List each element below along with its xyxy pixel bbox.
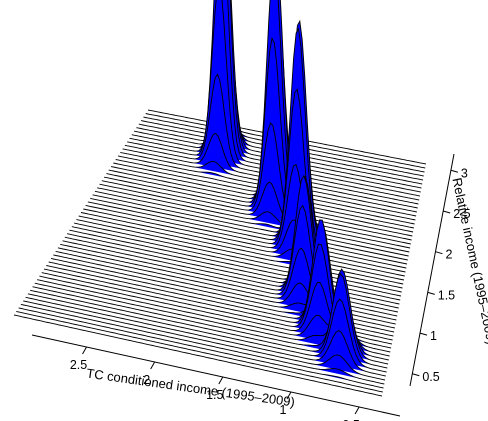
surface-line: [104, 36, 412, 241]
y-axis-label: Relative income (1995–2009): [449, 176, 488, 345]
x-tick-label: 1.5: [206, 388, 223, 402]
surface-line: [27, 293, 387, 373]
surface-line: [92, 68, 408, 261]
y-tick-mark: [427, 291, 435, 295]
x-tick-mark: [82, 346, 87, 355]
surface-line: [30, 272, 388, 369]
x-tick-mark: [150, 361, 156, 370]
surface-line: [74, 222, 402, 293]
surface-line: [85, 88, 406, 273]
y-axis-line: [409, 153, 455, 387]
x-axis-line: [31, 334, 401, 417]
x-tick-mark: [354, 406, 360, 415]
y-tick-label: 3: [461, 166, 468, 180]
surface-ribbon: [85, 89, 406, 273]
surface-line: [97, 187, 410, 253]
y-tick-mark: [419, 332, 428, 336]
surface-line: [13, 314, 383, 397]
y-tick-label: 2.5: [453, 207, 470, 221]
surface-line: [76, 219, 403, 289]
y-tick-label: 1.5: [438, 288, 455, 302]
surface-line: [18, 307, 384, 389]
x-tick-label: 1: [279, 403, 286, 417]
y-tick-mark: [450, 169, 459, 173]
surface-line: [94, 136, 409, 257]
y-tick-mark: [412, 373, 420, 377]
density-surface: [13, 0, 427, 397]
surface-line: [90, 19, 408, 265]
y-tick-mark: [435, 251, 443, 255]
y-tick-label: 1: [430, 329, 437, 343]
x-tick-label: 0.5: [342, 418, 359, 421]
surface-line: [87, 27, 407, 269]
x-tick-mark: [286, 391, 292, 400]
y-tick-mark: [443, 210, 451, 214]
surface-line: [23, 300, 386, 381]
surface-line: [99, 181, 411, 249]
surface-line: [20, 303, 385, 385]
surface-ribbon: [99, 182, 411, 248]
surface-line: [25, 296, 386, 377]
y-tick-label: 0.5: [422, 370, 439, 384]
surface-ribbon: [90, 21, 407, 265]
x-tick-mark: [218, 376, 224, 385]
x-tick-label: 2.5: [70, 358, 87, 372]
surface-line: [101, 122, 411, 245]
surface-line: [78, 215, 404, 285]
surface-line: [16, 311, 383, 393]
axes: 2.5 2 1.5 1 0.5 0.5 1 1.5 2 2.5 3: [31, 153, 471, 421]
surface-line: [80, 212, 405, 281]
x-axis-label: TC conditioned income (1995–2009): [85, 365, 295, 409]
surface-line: [83, 163, 405, 277]
y-tick-label: 2: [445, 248, 452, 262]
x-tick-label: 2: [143, 373, 150, 387]
